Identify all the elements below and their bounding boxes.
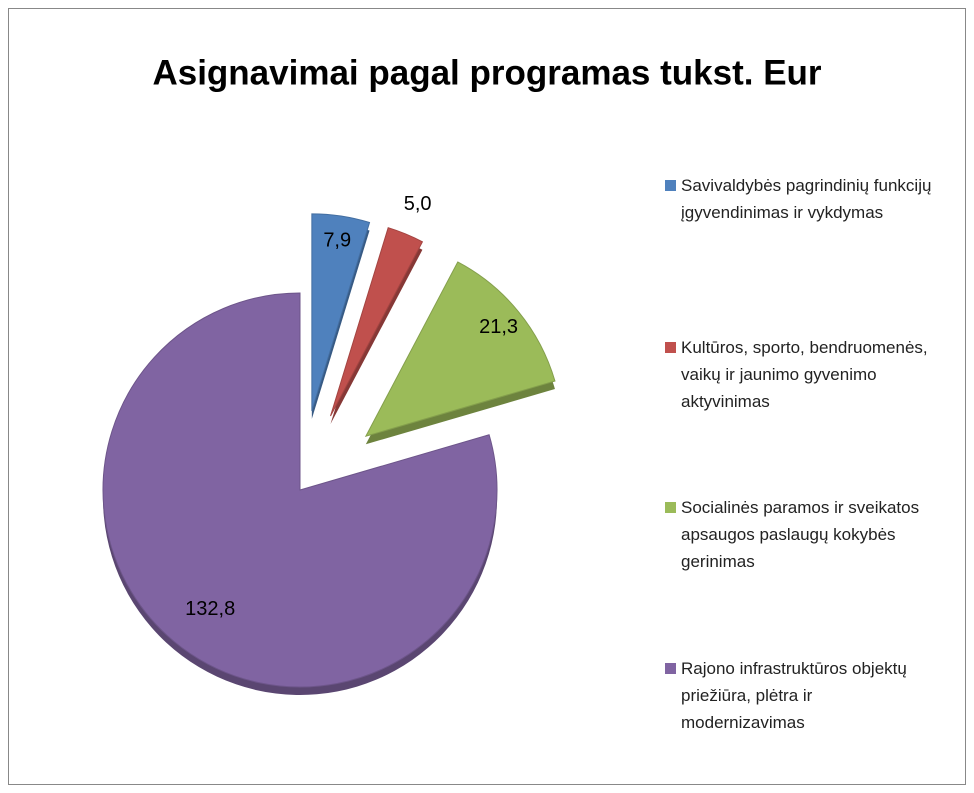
data-label: 7,9 (323, 230, 351, 252)
legend-item: Kultūros, sporto, bendruomenės, vaikų ir… (665, 334, 935, 415)
legend-label: Rajono infrastruktūros objektų priežiūra… (681, 659, 907, 732)
slice (330, 227, 424, 417)
chart-title: Asignavimai pagal programas tukst. Eur (152, 53, 821, 92)
slice (364, 261, 556, 438)
legend-label: Savivaldybės pagrindinių funkcijų įgyven… (681, 176, 932, 222)
legend-item: Savivaldybės pagrindinių funkcijų įgyven… (665, 172, 935, 226)
legend-swatch (665, 342, 676, 353)
legend-item: Rajono infrastruktūros objektų priežiūra… (665, 655, 935, 736)
legend-swatch (665, 502, 676, 513)
data-label: 5,0 (404, 193, 432, 215)
slice (102, 292, 498, 688)
legend-label: Kultūros, sporto, bendruomenės, vaikų ir… (681, 338, 928, 411)
frame (8, 8, 966, 785)
legend-swatch (665, 180, 676, 191)
legend-item: Socialinės paramos ir sveikatos apsaugos… (665, 494, 935, 575)
data-label: 21,3 (479, 316, 518, 338)
legend-swatch (665, 663, 676, 674)
slice (311, 213, 371, 412)
data-label: 132,8 (185, 598, 235, 620)
legend-label: Socialinės paramos ir sveikatos apsaugos… (681, 498, 920, 571)
